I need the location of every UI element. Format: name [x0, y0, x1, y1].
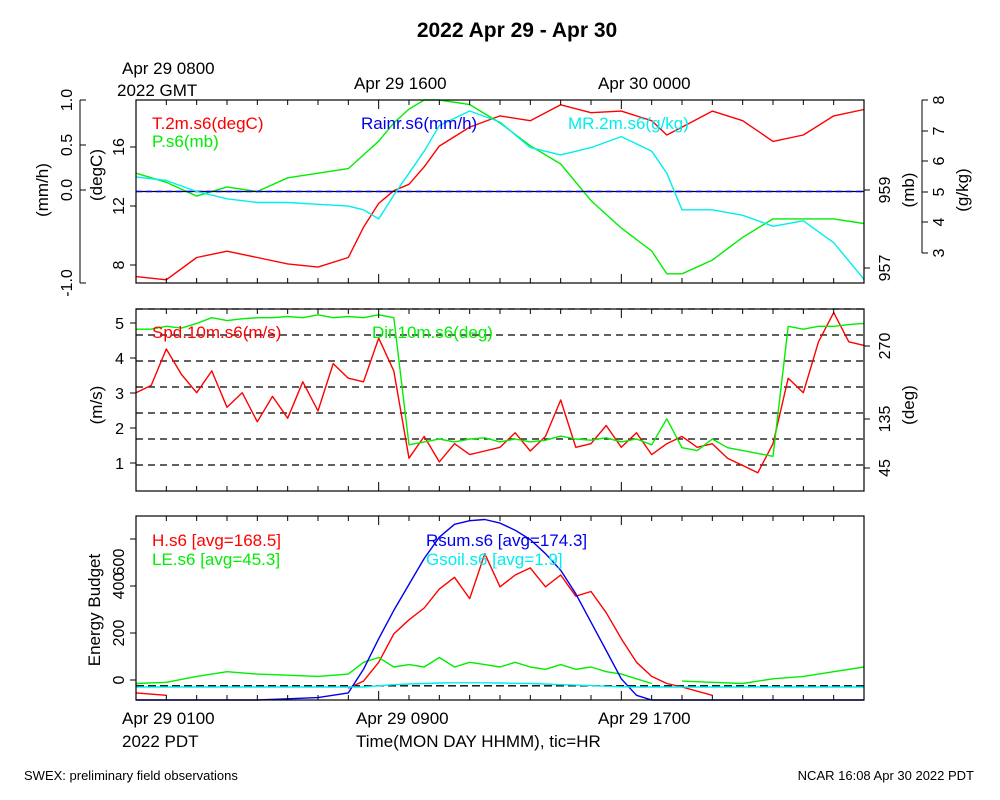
series-line-t: [135, 104, 865, 281]
legend-sensible-heat: H.s6 [avg=168.5]: [152, 531, 281, 550]
top-time-label-third: Apr 30 0000: [598, 74, 691, 93]
energy-x-ticks: [135, 516, 865, 700]
footer-left: SWEX: preliminary field observations: [24, 768, 238, 783]
dir-axis-label: (deg): [899, 385, 918, 425]
wind-series-group: [135, 311, 865, 474]
legend-net-radiation: Rsum.s6 [avg=174.3]: [426, 531, 587, 550]
series-line-h: [135, 553, 713, 696]
legend-mixing-ratio: MR.2m.s6(g/kg): [568, 114, 689, 133]
series-line-le: [135, 656, 865, 685]
series-line-dir: [136, 314, 865, 457]
bottom-time-label-third: Apr 29 1700: [598, 709, 691, 728]
bottom-time-label-second: Apr 29 0900: [356, 709, 449, 728]
temp-tick-label: 12: [111, 197, 128, 215]
pressure-axis-label: (mb): [899, 173, 918, 208]
energy-axis-label: Energy Budget: [85, 553, 104, 666]
energy-tick-label: 0: [111, 675, 128, 684]
rain-tick-label: 1.0: [59, 89, 76, 111]
speed-tick-label: 2: [115, 421, 124, 438]
speed-tick-label: 4: [115, 351, 124, 368]
legend-pressure: P.s6(mb): [152, 132, 219, 151]
legend-rain-rate: Rainr.s6(mm/h): [361, 114, 477, 133]
energy-tick-label: 600: [111, 549, 128, 576]
speed-tick-label: 5: [115, 316, 124, 333]
wind-x-ticks: [135, 309, 865, 491]
met-series-group: [135, 99, 865, 281]
figure-title: 2022 Apr 29 - Apr 30: [417, 19, 617, 42]
dir-tick-label: 135: [877, 406, 894, 433]
x-axis-label: Time(MON DAY HHMM), tic=HR: [356, 732, 601, 751]
legend-temperature: T.2m.s6(degC): [152, 114, 263, 133]
legend-wind-speed: Spd.10m.s6(m/s): [152, 323, 281, 342]
pressure-tick-label: 959: [877, 177, 894, 204]
rain-axis-label: (mm/h): [33, 163, 52, 217]
mr-tick-label: 3: [931, 248, 948, 257]
met-x-ticks: [135, 100, 865, 283]
legend-wind-direction: Dir.10m.s6(deg): [372, 323, 493, 342]
rain-tick-label: 0.5: [59, 134, 76, 156]
rain-tick-label: 0.0: [59, 179, 76, 201]
energy-series-group: [135, 518, 865, 701]
series-line-gsoil: [136, 682, 864, 688]
top-time-label-first-year: 2022 GMT: [117, 81, 197, 100]
temp-axis-label: (degC): [87, 149, 106, 201]
energy-tick-label: 400: [111, 573, 128, 600]
pressure-tick-label: 957: [877, 255, 894, 282]
rain-tick-label: -1.0: [59, 269, 76, 297]
temp-tick-label: 8: [111, 260, 128, 269]
temp-tick-label: 16: [111, 138, 128, 156]
top-time-label-first-date: Apr 29 0800: [122, 59, 215, 78]
speed-tick-label: 3: [115, 386, 124, 403]
dir-tick-label: 270: [877, 333, 894, 360]
mr-tick-label: 7: [931, 126, 948, 135]
mr-axis-label: (g/kg): [953, 168, 972, 211]
speed-tick-label: 1: [115, 456, 124, 473]
legend-latent-heat: LE.s6 [avg=45.3]: [152, 550, 280, 569]
panel-wind: Spd.10m.s6(m/s) Dir.10m.s6(deg) 1 2 3 4 …: [87, 308, 918, 492]
bottom-time-label-first-date: Apr 29 0100: [122, 709, 215, 728]
panel-met: T.2m.s6(degC) P.s6(mb) Rainr.s6(mm/h) MR…: [33, 89, 972, 297]
speed-axis-label: (m/s): [87, 386, 106, 425]
mr-tick-label: 4: [931, 217, 948, 226]
mr-tick-label: 6: [931, 156, 948, 165]
mr-tick-label: 5: [931, 187, 948, 196]
footer-right: NCAR 16:08 Apr 30 2022 PDT: [798, 768, 974, 783]
legend-soil-heat: Gsoil.s6 [avg=1.9]: [426, 550, 563, 569]
dir-tick-label: 45: [877, 459, 894, 477]
mr-tick-label: 8: [931, 95, 948, 104]
top-time-label-second: Apr 29 1600: [354, 74, 447, 93]
energy-tick-label: 200: [111, 620, 128, 647]
bottom-time-label-first-year: 2022 PDT: [122, 732, 199, 751]
series-line-mr: [135, 110, 865, 280]
panel-energy: H.s6 [avg=168.5] LE.s6 [avg=45.3] Rsum.s…: [85, 515, 865, 701]
series-line-spd: [135, 311, 865, 474]
